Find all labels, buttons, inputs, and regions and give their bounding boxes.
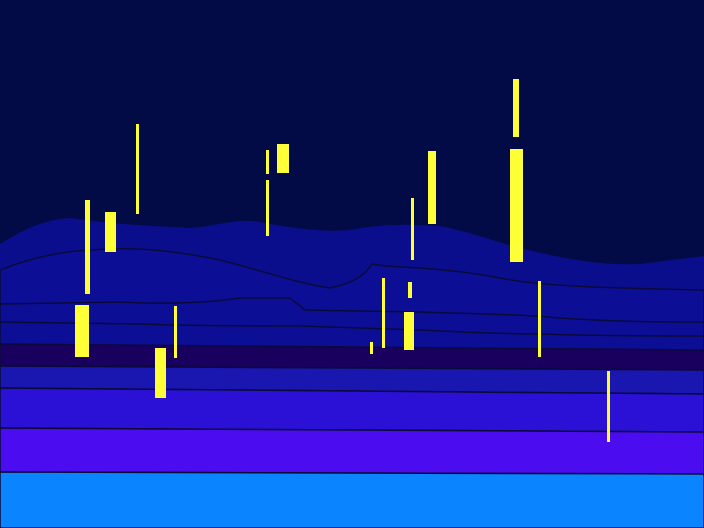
pillar — [174, 306, 177, 358]
pillar — [404, 312, 414, 350]
pillar — [85, 200, 90, 294]
band-royal-blue — [0, 365, 704, 395]
pillar — [136, 124, 139, 214]
pillar — [607, 371, 610, 442]
pillar — [538, 281, 541, 357]
pillar — [75, 305, 89, 357]
ground-floor — [0, 471, 704, 528]
pillar — [155, 348, 166, 398]
pillar — [277, 144, 289, 173]
band-violet — [0, 427, 704, 475]
pillar — [370, 342, 373, 354]
band-indigo — [0, 387, 704, 433]
yellow-pillars — [75, 79, 610, 442]
pillar — [513, 79, 519, 137]
pillar — [382, 278, 385, 348]
pillar — [510, 149, 523, 262]
pillar — [411, 198, 414, 260]
ridge-line-1 — [0, 297, 704, 323]
pillar — [408, 282, 412, 298]
pillar — [266, 150, 269, 174]
pillar — [266, 180, 269, 236]
pillar — [428, 151, 436, 224]
ridge-line-2 — [0, 321, 704, 337]
pillar — [105, 212, 116, 252]
